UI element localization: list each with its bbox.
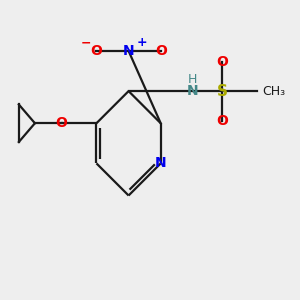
Text: O: O <box>216 55 228 69</box>
Text: S: S <box>217 84 228 99</box>
Text: O: O <box>56 116 68 130</box>
Text: +: + <box>137 36 147 50</box>
Text: O: O <box>155 44 167 58</box>
Text: O: O <box>216 114 228 128</box>
Text: N: N <box>155 156 167 170</box>
Text: −: − <box>80 36 91 50</box>
Text: O: O <box>91 44 102 58</box>
Text: H: H <box>188 73 197 85</box>
Text: CH₃: CH₃ <box>262 85 286 98</box>
Text: N: N <box>187 84 199 98</box>
Text: N: N <box>123 44 134 58</box>
